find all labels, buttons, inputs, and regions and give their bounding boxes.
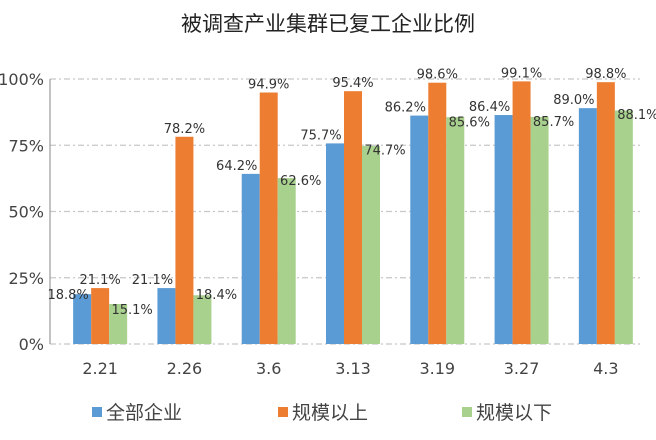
legend-item-above-scale: 规模以上: [278, 398, 368, 425]
y-tick-label: 50%: [8, 203, 44, 222]
bar: [578, 108, 597, 345]
data-label: 21.1%: [79, 273, 120, 288]
data-label: 99.1%: [501, 66, 542, 81]
bar: [326, 143, 344, 344]
y-tick-label: 0%: [19, 335, 44, 354]
x-tick-label: 3.6: [256, 359, 281, 378]
legend-label: 规模以下: [476, 402, 553, 424]
legend-label: 全部企业: [106, 402, 183, 424]
legend-item-all: 全部企业: [92, 398, 182, 425]
data-label: 88.1%: [617, 108, 656, 123]
data-label: 21.1%: [132, 273, 173, 288]
data-label: 75.7%: [300, 128, 341, 143]
bar: [530, 116, 549, 345]
y-tick-label: 100%: [0, 70, 44, 89]
bar: [428, 82, 447, 345]
legend-swatch: [92, 406, 102, 417]
data-label: 64.2%: [216, 159, 257, 174]
data-label: 98.6%: [417, 68, 458, 83]
data-label: 62.6%: [280, 174, 321, 189]
bar: [91, 288, 110, 344]
data-label: 95.4%: [332, 76, 373, 91]
data-label: 18.4%: [196, 288, 237, 303]
data-label: 78.2%: [164, 122, 205, 137]
x-tick-label: 3.27: [504, 359, 540, 378]
bar: [277, 178, 296, 344]
data-label: 18.8%: [47, 288, 88, 303]
data-label: 94.9%: [248, 78, 289, 93]
data-label: 74.7%: [364, 143, 405, 158]
bar: [446, 117, 465, 344]
bar: [157, 288, 176, 344]
bar: [596, 82, 615, 345]
bar: [362, 146, 380, 344]
data-label: 85.6%: [449, 116, 490, 131]
bar: [512, 81, 531, 344]
bar: [259, 92, 278, 344]
data-label: 86.4%: [469, 100, 510, 115]
data-label: 86.2%: [385, 101, 426, 116]
x-tick-label: 2.21: [82, 359, 118, 378]
data-label: 85.7%: [533, 115, 574, 130]
data-label: 89.0%: [553, 93, 594, 108]
legend-item-below-scale: 规模以下: [462, 398, 552, 425]
legend-label: 规模以上: [292, 402, 369, 424]
x-tick-label: 3.19: [419, 359, 455, 378]
data-label: 98.8%: [585, 67, 626, 82]
chart-title: 被调查产业集群已复工企业比例: [181, 12, 475, 36]
bar: [344, 91, 362, 344]
bar: [410, 115, 429, 344]
bar: [175, 136, 194, 344]
y-tick-label: 25%: [8, 269, 44, 288]
legend-swatch: [278, 406, 288, 417]
x-tick-label: 4.3: [593, 359, 618, 378]
bar: [193, 295, 212, 344]
bar: [614, 110, 633, 344]
y-tick-label: 75%: [8, 136, 44, 155]
bar: [73, 294, 92, 344]
bar: [241, 173, 260, 344]
x-tick-label: 2.26: [167, 359, 203, 378]
legend-swatch: [462, 406, 472, 417]
data-label: 15.1%: [111, 303, 152, 318]
bar: [494, 115, 513, 344]
x-tick-label: 3.13: [335, 359, 371, 378]
bar: [109, 303, 128, 344]
